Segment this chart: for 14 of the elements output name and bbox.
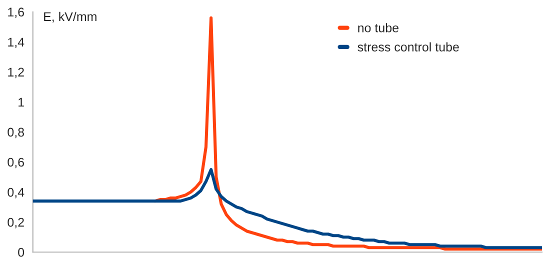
y-tick-label: 1,2	[8, 68, 24, 78]
y-tick-label: 1,6	[8, 8, 24, 18]
y-tick-label: 0	[18, 248, 24, 257]
legend-label: no tube	[358, 23, 398, 32]
y-axis-title: E, kV/mm	[44, 12, 96, 23]
y-tick-label: 0,4	[8, 188, 24, 198]
legend-label: stress control tube	[358, 42, 459, 52]
y-tick-label: 0,2	[8, 218, 24, 228]
line-series	[32, 168, 542, 250]
y-tick-label: 1	[18, 98, 24, 106]
y-tick-label: 0,6	[8, 158, 24, 168]
y-tick-label: 0,8	[8, 128, 24, 138]
line-series	[154, 16, 542, 251]
y-tick-label: 1,4	[8, 38, 24, 48]
